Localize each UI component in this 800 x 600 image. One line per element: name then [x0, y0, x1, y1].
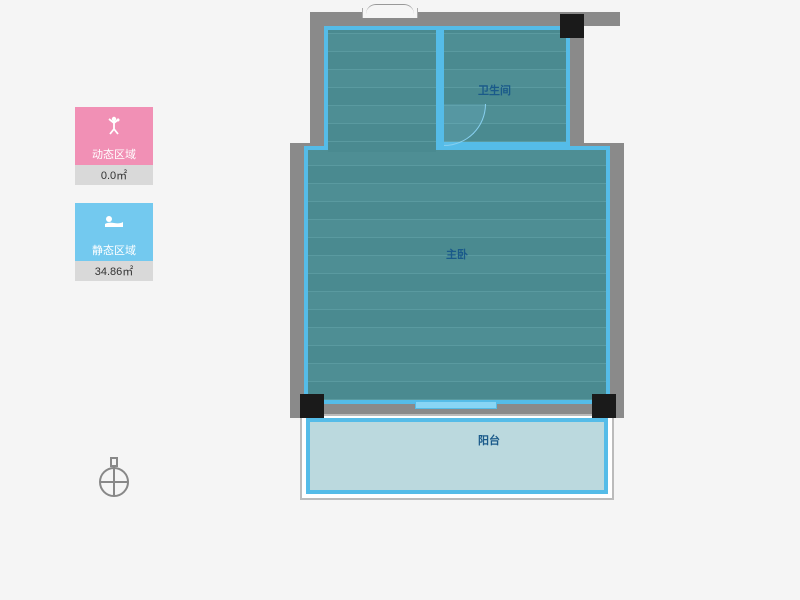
- label-balcony: 阳台: [478, 432, 500, 448]
- room-fill-notch: [328, 142, 436, 152]
- wall-left-lower: [290, 143, 304, 418]
- legend-dynamic: 动态区域 0.0㎡: [75, 107, 153, 185]
- legend-static-header: 静态区域: [75, 203, 153, 261]
- legend-panel: 动态区域 0.0㎡ 静态区域 34.86㎡: [75, 107, 153, 299]
- legend-dynamic-label: 动态区域: [75, 143, 153, 165]
- pillar-bottom-left: [300, 394, 324, 418]
- legend-static-value: 34.86㎡: [75, 261, 153, 281]
- legend-static-label: 静态区域: [75, 239, 153, 261]
- label-master-bedroom: 主卧: [446, 246, 468, 262]
- room-balcony: [306, 418, 608, 494]
- door-top-swing: [366, 4, 414, 14]
- room-master-bedroom: [324, 26, 440, 146]
- pillar-bottom-right: [592, 394, 616, 418]
- wall-left-upper: [310, 12, 324, 157]
- room-master-bedroom-main: [304, 146, 610, 404]
- sleeping-icon: [96, 203, 132, 239]
- label-bathroom: 卫生间: [478, 82, 511, 98]
- legend-static: 静态区域 34.86㎡: [75, 203, 153, 281]
- pillar-top-right: [560, 14, 584, 38]
- opening-balcony: [415, 401, 497, 409]
- compass-icon: [95, 456, 133, 498]
- legend-dynamic-header: 动态区域: [75, 107, 153, 165]
- wall-right-lower: [610, 143, 624, 418]
- legend-dynamic-value: 0.0㎡: [75, 165, 153, 185]
- person-icon: [96, 107, 132, 143]
